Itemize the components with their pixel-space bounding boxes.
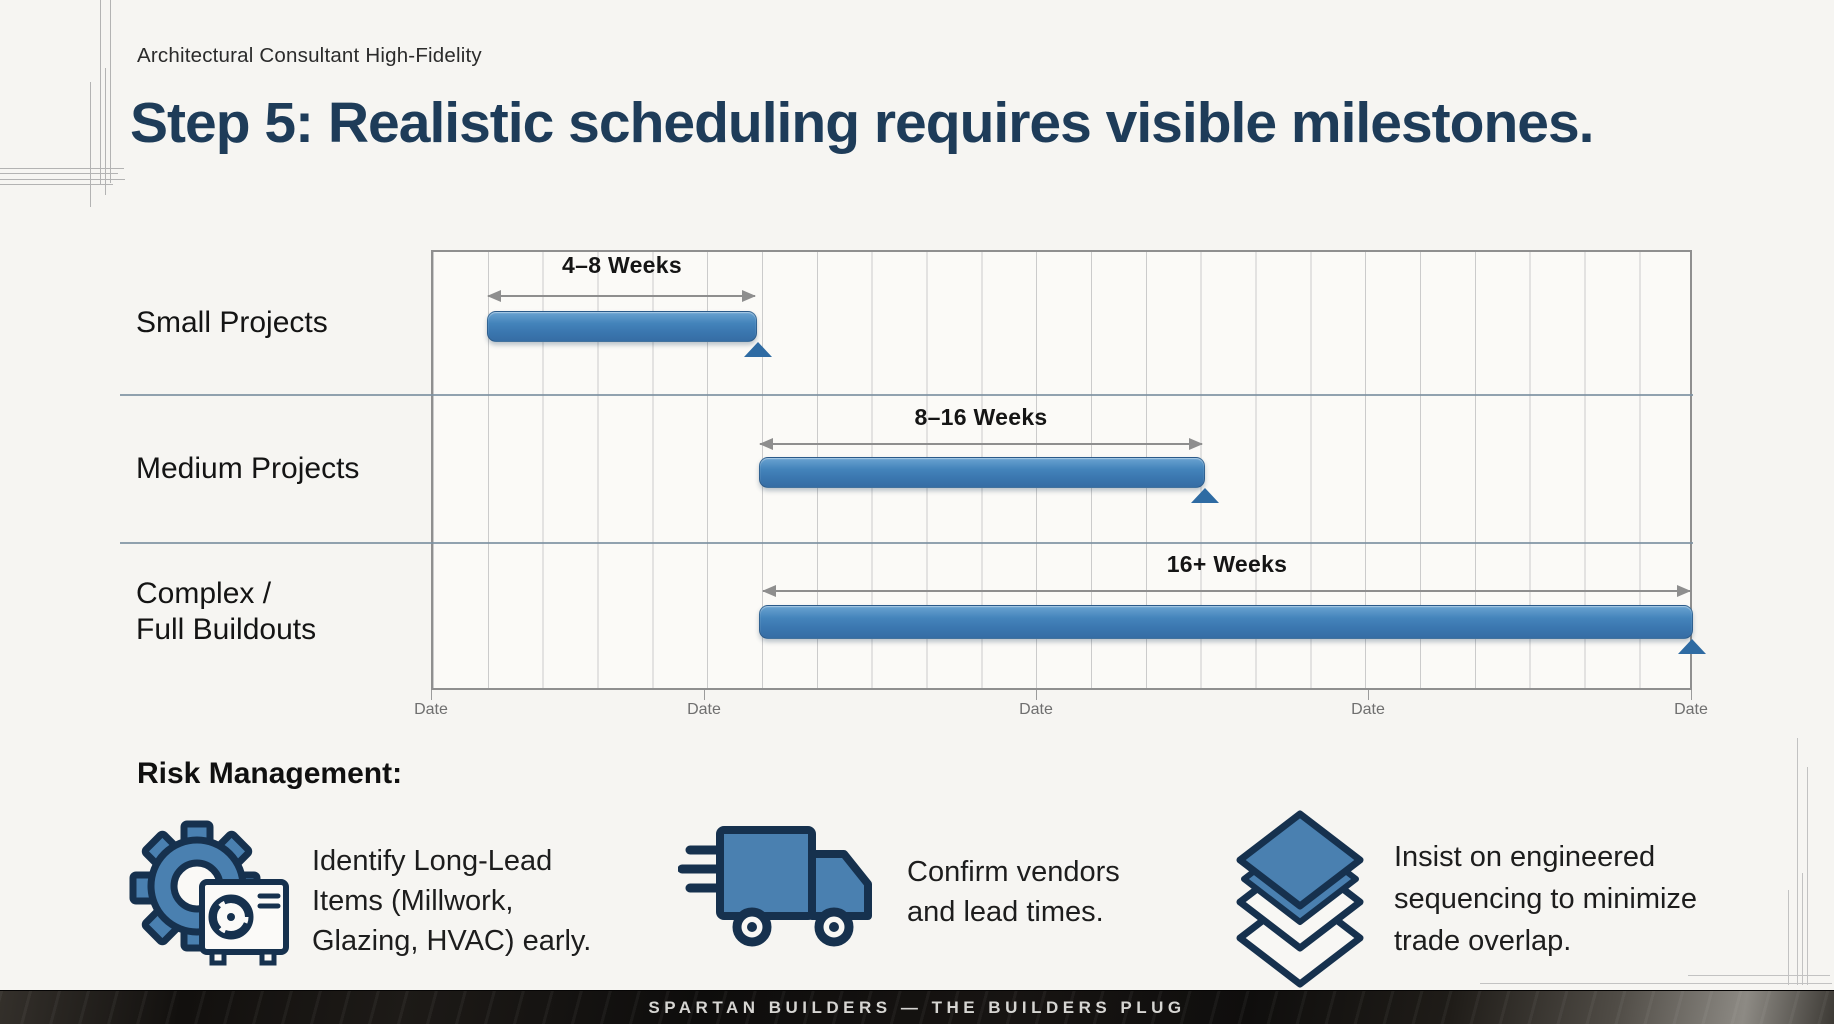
duration-arrow-medium: [759, 438, 1203, 450]
decor-line: [90, 82, 91, 207]
axis-tick: [704, 690, 705, 700]
gantt-bar-small: [487, 311, 757, 342]
axis-tick: [1691, 690, 1692, 700]
duration-arrow-small: [487, 290, 756, 302]
duration-arrow-complex: [762, 585, 1691, 597]
eyebrow-label: Architectural Consultant High-Fidelity: [137, 44, 482, 67]
risk-item-text-long-lead: Identify Long-Lead Items (Millwork, Glaz…: [312, 845, 592, 957]
decor-line: [1797, 738, 1798, 985]
decor-line: [0, 168, 124, 169]
risk-item-text-sequencing: Insist on engineered sequencing to minim…: [1394, 841, 1698, 957]
decor-line: [110, 0, 111, 183]
milestone-marker-complex: [1678, 639, 1706, 654]
milestone-marker-medium: [1191, 488, 1219, 503]
decor-line: [1802, 873, 1803, 985]
axis-tick: [1368, 690, 1369, 700]
delivery-truck-icon: [678, 826, 872, 947]
axis-tick-label: Date: [414, 701, 448, 718]
decor-line: [0, 179, 125, 180]
axis-tick: [431, 690, 432, 700]
row-separator: [120, 394, 1693, 396]
duration-label-complex: 16+ Weeks: [1166, 551, 1288, 577]
gantt-bar-medium: [759, 457, 1205, 488]
row-label-small-projects: Small Projects: [136, 306, 328, 339]
axis-tick-label: Date: [687, 701, 721, 718]
axis-tick: [1036, 690, 1037, 700]
axis-tick-label: Date: [1019, 701, 1053, 718]
duration-label-medium: 8–16 Weeks: [914, 404, 1048, 430]
row-separator: [120, 542, 1693, 544]
row-label-complex-buildouts: Complex / Full Buildouts: [136, 577, 317, 646]
decor-line: [105, 68, 106, 195]
row-label-medium-projects: Medium Projects: [136, 452, 360, 485]
hvac-unit: [199, 879, 289, 966]
duration-label-small: 4–8 Weeks: [562, 252, 682, 278]
milestone-marker-small: [744, 342, 772, 357]
risk-management-heading: Risk Management:: [137, 757, 403, 790]
page-title: Step 5: Realistic scheduling requires vi…: [130, 91, 1595, 155]
decor-line: [1807, 767, 1808, 985]
risk-item-text-vendors: Confirm vendors and lead times.: [907, 856, 1120, 928]
footer-brand-text: SPARTAN BUILDERS — THE BUILDERS PLUG: [648, 998, 1186, 1017]
decor-line: [0, 173, 118, 174]
footer-bar: SPARTAN BUILDERS — THE BUILDERS PLUG: [0, 990, 1834, 1024]
decor-line: [1788, 890, 1789, 985]
decor-line: [100, 0, 101, 185]
decor-line: [0, 184, 113, 185]
decor-line: [1688, 975, 1830, 976]
axis-tick-label: Date: [1674, 701, 1708, 718]
gear-hvac-icon: [129, 820, 289, 966]
axis-tick-label: Date: [1351, 701, 1385, 718]
stacked-layers-icon: [1236, 810, 1364, 988]
decor-line: [1480, 983, 1832, 984]
gantt-bar-complex: [759, 605, 1693, 639]
